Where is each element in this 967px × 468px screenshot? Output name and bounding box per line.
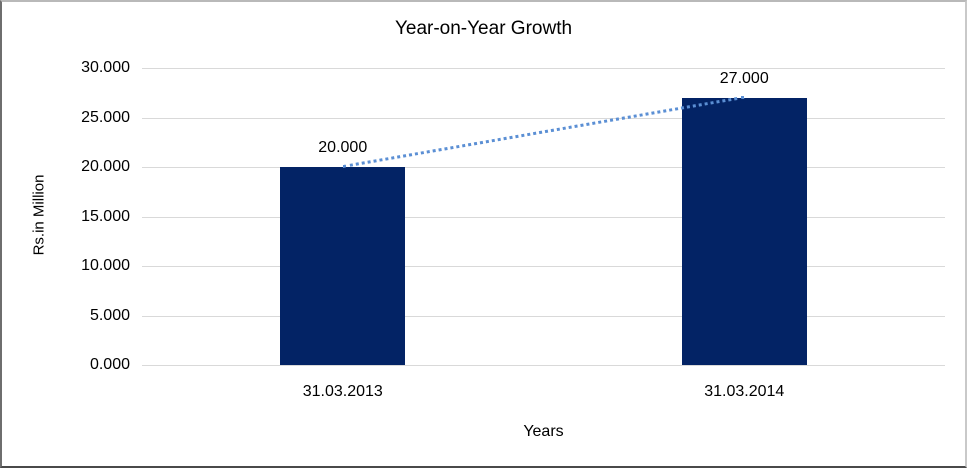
y-tick-label: 25.000: [81, 108, 130, 126]
bar: [280, 167, 406, 365]
y-tick-label: 0.000: [89, 356, 130, 373]
x-axis-title: Years: [523, 423, 564, 440]
gridline: [142, 365, 945, 366]
gridline: [142, 315, 945, 317]
y-tick-label: 30.000: [81, 59, 130, 76]
bar-value-label: 27.000: [719, 69, 769, 87]
x-axis-tick-labels: 31.03.2013 31.03.2014: [142, 382, 945, 402]
bar-value-label: 20.000: [318, 139, 368, 156]
x-tick-label: 31.03.2014: [704, 383, 785, 400]
gridline: [142, 266, 945, 267]
y-axis-tick-labels: 30.000 25.000 20.000 15.000 10.000 5.000 0.000: [2, 59, 130, 373]
chart-title: Year-on-Year Growth: [394, 18, 573, 39]
gridline: [142, 117, 945, 119]
y-tick-label: 10.000: [81, 257, 130, 274]
bar: [681, 97, 807, 365]
x-tick-label: 31.03.2013: [302, 383, 383, 400]
plot-area: 20.000 27.000: [142, 68, 945, 366]
y-tick-label: 20.000: [81, 158, 130, 175]
gridline: [142, 68, 945, 69]
y-tick-label: 15.000: [81, 207, 130, 225]
y-tick-label: 5.000: [89, 306, 130, 324]
gridline: [142, 167, 945, 168]
gridline: [142, 216, 945, 218]
